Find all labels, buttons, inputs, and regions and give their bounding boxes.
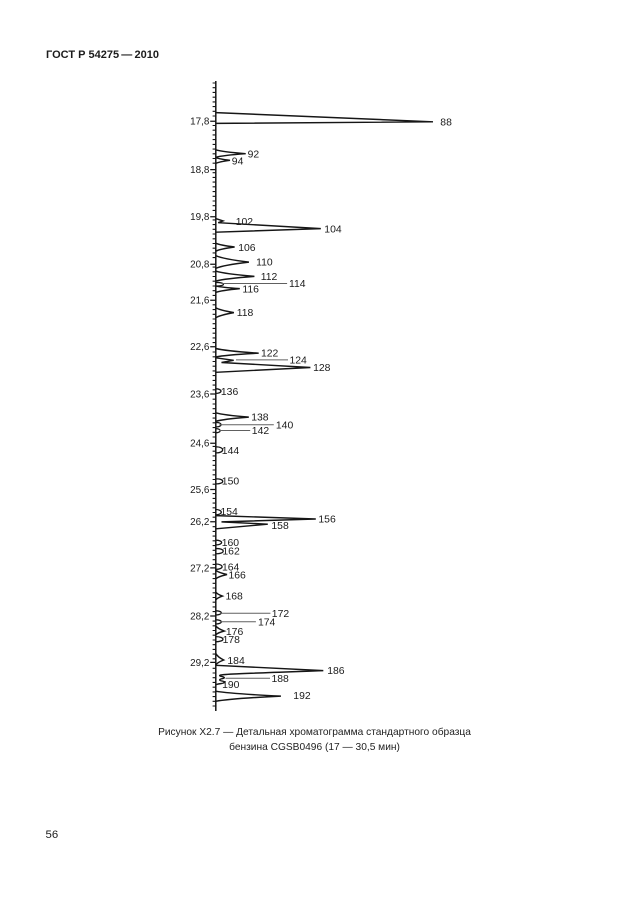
svg-text:114: 114: [289, 279, 306, 290]
svg-text:158: 158: [271, 521, 289, 532]
svg-text:160: 160: [222, 538, 240, 549]
svg-text:142: 142: [252, 426, 270, 437]
svg-text:110: 110: [256, 258, 273, 269]
svg-text:156: 156: [318, 515, 336, 526]
svg-text:112: 112: [261, 272, 278, 283]
svg-text:184: 184: [227, 656, 245, 667]
svg-text:190: 190: [222, 680, 240, 691]
svg-text:22,6: 22,6: [190, 342, 210, 353]
svg-text:27,2: 27,2: [190, 563, 209, 574]
svg-text:106: 106: [238, 243, 256, 254]
svg-text:102: 102: [236, 217, 254, 228]
svg-text:19,8: 19,8: [190, 212, 210, 223]
svg-text:140: 140: [276, 420, 294, 431]
svg-text:154: 154: [221, 507, 239, 518]
svg-text:25,6: 25,6: [190, 485, 210, 496]
svg-text:24,6: 24,6: [190, 439, 210, 450]
svg-text:186: 186: [327, 666, 345, 677]
svg-text:138: 138: [251, 412, 269, 423]
svg-text:94: 94: [232, 157, 244, 168]
svg-text:28,2: 28,2: [190, 611, 209, 622]
svg-text:122: 122: [261, 349, 279, 360]
svg-text:21,6: 21,6: [190, 296, 210, 307]
svg-text:128: 128: [313, 363, 331, 374]
svg-text:118: 118: [237, 308, 254, 319]
svg-text:164: 164: [222, 562, 240, 573]
svg-text:23,6: 23,6: [190, 389, 210, 400]
svg-text:17,8: 17,8: [190, 117, 210, 128]
svg-text:136: 136: [221, 387, 239, 398]
svg-text:29,2: 29,2: [190, 658, 209, 669]
svg-text:116: 116: [242, 284, 259, 295]
svg-text:26,2: 26,2: [190, 517, 209, 528]
svg-text:192: 192: [293, 691, 311, 702]
svg-text:18,8: 18,8: [190, 165, 210, 176]
svg-text:168: 168: [226, 592, 244, 603]
svg-text:88: 88: [440, 118, 452, 129]
svg-text:20,8: 20,8: [190, 260, 210, 271]
svg-text:178: 178: [223, 635, 241, 646]
svg-text:162: 162: [222, 547, 240, 558]
svg-text:176: 176: [226, 627, 244, 638]
svg-text:124: 124: [290, 356, 308, 367]
svg-text:92: 92: [248, 149, 260, 160]
svg-text:104: 104: [324, 224, 342, 235]
svg-text:144: 144: [222, 446, 240, 457]
svg-text:174: 174: [258, 617, 276, 628]
svg-text:166: 166: [229, 570, 247, 581]
svg-text:172: 172: [272, 609, 290, 620]
svg-text:150: 150: [222, 477, 240, 488]
svg-text:188: 188: [272, 674, 290, 685]
